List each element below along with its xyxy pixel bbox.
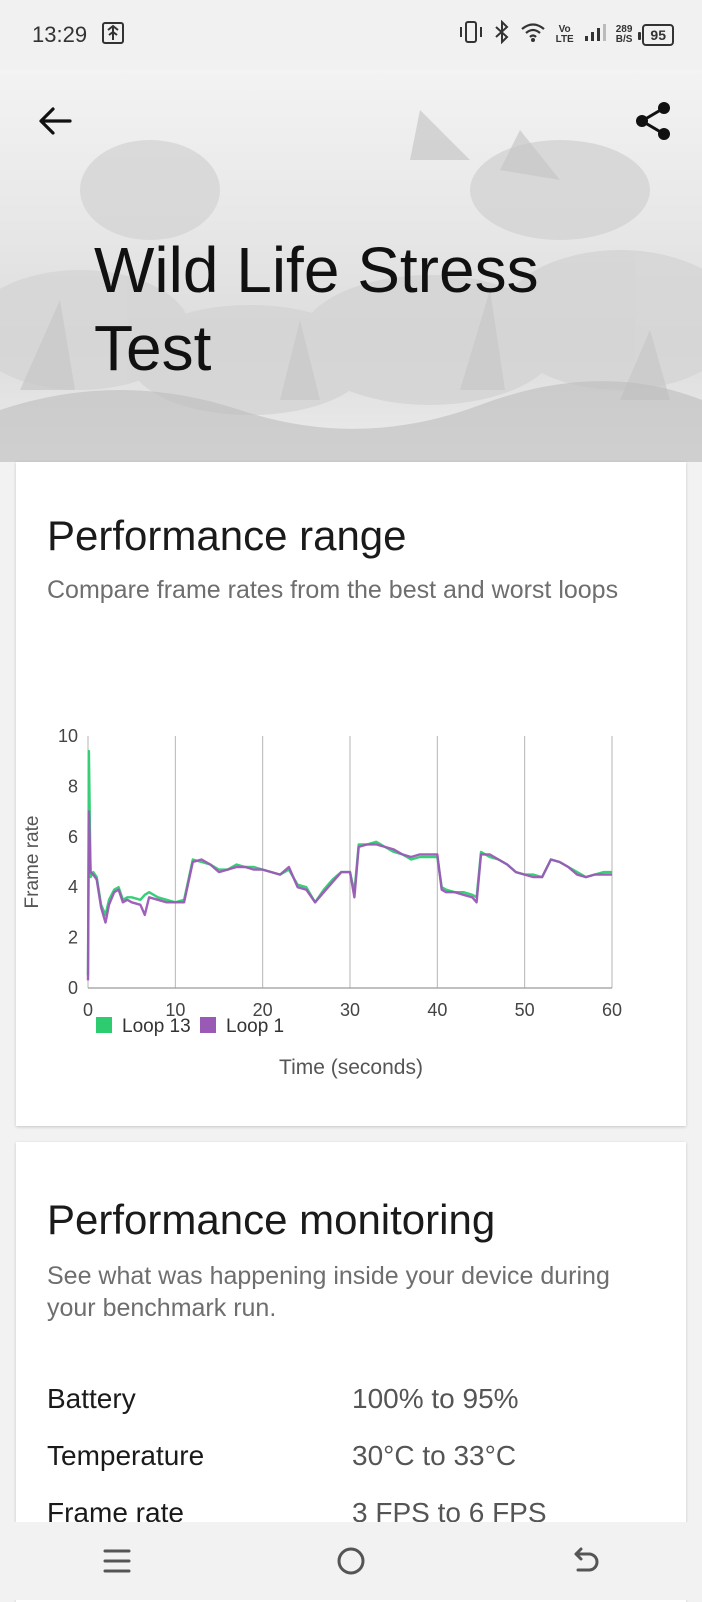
back-button[interactable] [30,96,80,146]
page-title: Wild Life Stress Test [94,233,539,384]
status-time: 13:29 [32,22,88,47]
x-tick-label: 10 [165,1000,185,1020]
home-button[interactable] [321,1531,381,1591]
recent-apps-button[interactable] [87,1531,147,1591]
volte-top: Vo [558,24,571,35]
vibrate-icon [458,20,484,50]
return-icon [574,1547,599,1572]
y-tick-label: 2 [68,928,78,948]
network-speed-unit: B/S [615,34,633,45]
wifi-icon [520,21,546,49]
performance-range-card: Performance range Compare frame rates fr… [16,462,686,1126]
y-tick-label: 8 [68,776,78,796]
x-tick-label: 0 [83,1000,93,1020]
legend-label: Loop 1 [226,1016,284,1037]
status-icons: Vo LTE 289 B/S 95 [458,18,674,52]
system-back-button[interactable] [555,1531,615,1591]
legend-swatch [96,1017,112,1033]
status-bar: 13:29 Vo LTE 289 B/S 95 [0,0,702,70]
signal-icon [584,22,606,48]
performance-range-title: Performance range [47,512,407,559]
metric-label: Temperature [47,1439,205,1471]
y-tick-label: 6 [68,827,78,847]
system-navigation-bar [0,1522,702,1600]
x-tick-label: 60 [602,1000,622,1020]
battery-indicator: 95 [638,24,674,46]
metric-value: 30°C to 33°C [352,1439,517,1471]
battery-level: 95 [650,27,666,43]
volte-indicator: Vo LTE [556,25,574,45]
y-axis-label: Frame rate [22,816,43,909]
home-circle-icon [337,1547,365,1575]
menu-icon [103,1549,131,1573]
share-button[interactable] [628,96,678,146]
x-tick-label: 20 [253,1000,273,1020]
legend-label: Loop 13 [122,1016,191,1037]
y-tick-label: 4 [68,877,78,897]
metrics-list: Battery 100% to 95% Temperature 30°C to … [47,1370,667,1541]
hero-background-illustration [0,110,702,462]
performance-monitoring-title: Performance monitoring [47,1196,496,1243]
metric-label: Battery [47,1382,136,1414]
bluetooth-icon [494,19,510,50]
y-tick-label: 10 [58,726,78,746]
header-hero: Wild Life Stress Test [0,70,702,462]
series-line-loop-1 [86,810,612,981]
metric-value: 100% to 95% [352,1382,519,1414]
y-tick-label: 0 [68,978,78,998]
usb-debug-icon [100,20,126,52]
network-speed-value: 289 [615,24,633,35]
arrow-left-icon [39,107,72,135]
frame-rate-chart: 0 10 20 30 40 50 60 0 2 4 6 8 10 Frame rate Time (seco… [22,726,622,1079]
metric-row-temperature: Temperature 30°C to 33°C [47,1427,667,1484]
metric-row-battery: Battery 100% to 95% [47,1370,667,1427]
x-tick-label: 30 [340,1000,360,1020]
x-tick-label: 40 [427,1000,447,1020]
x-axis-label: Time (seconds) [279,1056,423,1079]
network-speed: 289 B/S [616,25,633,45]
legend-swatch [200,1017,216,1033]
performance-monitoring-subtitle: See what was happening inside your devic… [47,1262,610,1322]
x-tick-label: 50 [515,1000,535,1020]
share-icon [636,102,670,140]
performance-range-subtitle: Compare frame rates from the best and wo… [47,576,619,604]
volte-bottom: LTE [555,34,574,45]
